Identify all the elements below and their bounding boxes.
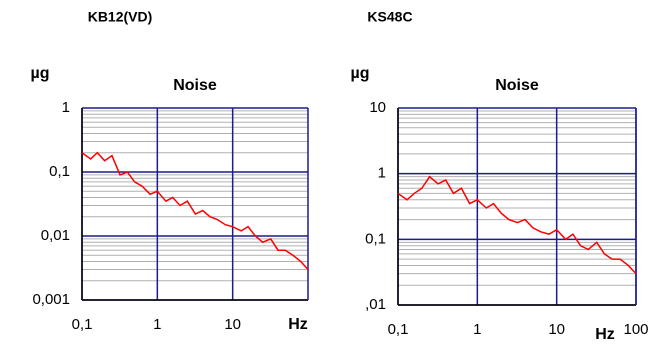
chart-title: Noise <box>495 77 539 94</box>
x-tick-label: 1 <box>473 321 481 338</box>
chart-heading: KB12(VD) <box>88 9 153 25</box>
chart-title: Noise <box>173 77 217 94</box>
y-tick-label: 1 <box>62 99 70 116</box>
y-axis-label: µg <box>31 65 50 82</box>
y-axis-label: µg <box>351 65 370 82</box>
noise-line <box>397 175 637 275</box>
x-axis-label: Hz <box>288 316 308 333</box>
y-tick-label: 0,01 <box>41 227 70 244</box>
y-tick-label: ,01 <box>365 296 386 313</box>
y-tick-label: 10 <box>369 99 386 116</box>
x-tick-label: 100 <box>623 321 648 338</box>
y-tick-label: 0,001 <box>32 291 70 308</box>
y-tick-label: 1 <box>378 165 386 182</box>
x-tick-label: 1 <box>153 316 161 333</box>
x-tick-label: 10 <box>548 321 565 338</box>
x-tick-label: 0,1 <box>388 321 409 338</box>
y-tick-label: 0,1 <box>365 230 386 247</box>
y-tick-label: 0,1 <box>49 163 70 180</box>
chart-heading: KS48C <box>367 9 412 25</box>
x-axis-label: Hz <box>595 326 615 343</box>
x-tick-label: 0,1 <box>72 316 93 333</box>
x-tick-label: 10 <box>224 316 241 333</box>
noise-line <box>81 151 309 270</box>
